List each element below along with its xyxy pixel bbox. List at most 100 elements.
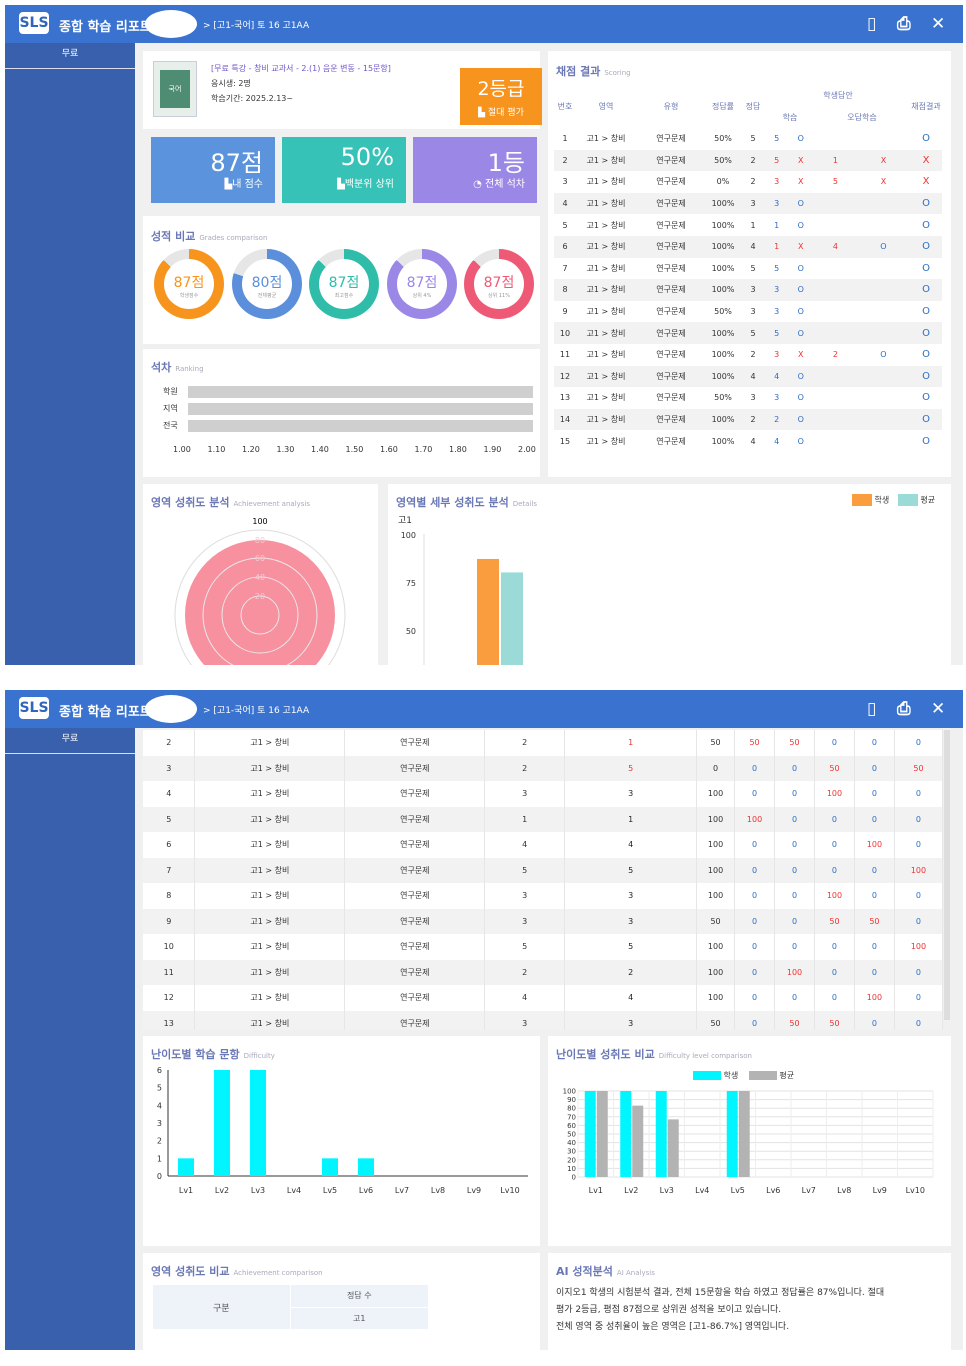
scoring-cell <box>814 258 857 280</box>
cmp-ytick: 90 <box>567 1096 576 1104</box>
table-cell: 50 <box>814 755 855 781</box>
scoring-cell: 50% <box>714 393 732 403</box>
scoring-cell: 4 <box>814 235 857 258</box>
scoring-cell: 연구문제 <box>636 279 706 301</box>
rank-tick: 1.80 <box>449 445 467 454</box>
table-cell: 연구문제 <box>344 755 486 781</box>
scoring-cell: X <box>797 177 804 187</box>
table-row: 4 고1 > 창비 연구문제 3 3 100 0 0 100 0 0 <box>143 781 943 807</box>
scoring-card: 채점 결과 Scoring 번호 영역 유형 정답률 정답 학생답안 채점결과 학… <box>548 51 951 477</box>
radar-tick-80: 80 <box>255 536 265 545</box>
cmp-ytick: 70 <box>567 1113 576 1121</box>
sls-logo: SLS <box>19 12 49 34</box>
table-cell: 4 <box>564 985 698 1011</box>
app-title: 종합 학습 리포트 <box>59 705 152 720</box>
cmp-ytick: 20 <box>567 1156 576 1164</box>
ring-top4: 87점 상위 4% <box>387 249 457 319</box>
name-mask <box>145 695 197 723</box>
table-cell: 0 <box>854 730 895 756</box>
rank-tick: 1.00 <box>173 445 191 454</box>
question-analysis-table: 2 고1 > 창비 연구문제 2 1 50 50 50 0 0 0 3 고1 > 창비 연구문제 2 5 0 0 0… <box>143 730 943 1030</box>
percentile-box: 50% ▙백분위 상위 <box>282 137 406 203</box>
table-cell: 3 <box>484 1010 566 1030</box>
detail-achievement-title: 영역별 세부 성취도 분석 Details <box>396 496 537 509</box>
scoring-cell: 고1 > 창비 <box>586 220 626 230</box>
scoring-cell: 고1 > 창비 <box>576 235 636 258</box>
scoring-cell: 고1 > 창비 <box>586 436 626 446</box>
table-cell: 고1 > 창비 <box>194 883 346 909</box>
table-cell: 0 <box>774 934 815 960</box>
table-scrollbar[interactable] <box>944 730 950 1020</box>
book-thumbnail: 국어 <box>153 61 197 117</box>
scoring-cell: 2 <box>554 149 576 172</box>
scoring-cell <box>856 192 910 215</box>
table-cell: 0 <box>854 883 895 909</box>
difficulty-ytick: 0 <box>157 1172 162 1181</box>
cmp-ytick: 80 <box>567 1105 576 1113</box>
sidebar-tab-free[interactable]: 무료 <box>5 728 135 754</box>
difficulty-xtick: Lv5 <box>323 1186 337 1195</box>
scoring-row: 12 고1 > 창비 연구문제 100% 4 4 O O <box>554 365 942 388</box>
scoring-cell: O <box>922 219 930 231</box>
scoring-cell: 2 <box>750 350 756 360</box>
table-cell: 고1 > 창비 <box>194 959 346 985</box>
scoring-cell: 15 <box>559 436 571 446</box>
scoring-cell: 100% <box>706 279 740 301</box>
cmp-xtick: Lv5 <box>731 1186 745 1195</box>
scoring-cell: 0% <box>716 177 730 187</box>
table-cell: 100 <box>734 806 776 832</box>
grade-badge: 2등급 ▙ 절대 평가 <box>460 68 542 125</box>
top-bar: SLS 종합 학습 리포트 > [고1-국어] 토 16 고1AA ▯ ⎙ ✕ <box>5 690 963 728</box>
table-cell: 고1 > 창비 <box>194 934 346 960</box>
table-cell: 100 <box>894 857 943 883</box>
rank-row-nation: 전국 <box>163 421 178 430</box>
sidebar-tab-free[interactable]: 무료 <box>5 43 135 69</box>
ring-average: 80점 전체평균 <box>232 249 302 319</box>
scoring-row: 8 고1 > 창비 연구문제 100% 3 3 O O <box>554 279 942 301</box>
table-cell: 100 <box>814 781 855 807</box>
scoring-cell: 4 <box>740 365 766 388</box>
cmp-bar-average <box>596 1091 608 1177</box>
scoring-cell: 5 <box>774 263 780 273</box>
scoring-cell: 연구문제 <box>636 322 706 344</box>
table-cell: 50 <box>894 755 943 781</box>
table-cell: 0 <box>894 832 943 858</box>
report-screen-bottom: SLS 종합 학습 리포트 > [고1-국어] 토 16 고1AA ▯ ⎙ ✕ … <box>5 690 963 1350</box>
print-icon[interactable]: ⎙ <box>897 14 911 34</box>
diffcmp-legend: 학생 평균 <box>693 1070 794 1081</box>
table-cell: 0 <box>814 934 855 960</box>
close-icon[interactable]: ✕ <box>931 699 946 719</box>
rank-row-region: 지역 <box>163 404 178 413</box>
report-screen-top: SLS 종합 학습 리포트 > [고1-국어] 토 16 고1AA ▯ ⎙ ✕ … <box>5 5 963 665</box>
table-cell: 9 <box>143 908 196 934</box>
rank-box: 1등 ◔ 전체 석차 <box>413 137 537 203</box>
table-cell: 0 <box>734 883 776 909</box>
table-cell: 50 <box>814 1010 855 1030</box>
table-cell: 0 <box>814 857 855 883</box>
cmp-xtick: Lv1 <box>589 1186 603 1195</box>
table-cell: 0 <box>894 959 943 985</box>
table-cell: 3 <box>564 1010 698 1030</box>
print-icon[interactable]: ⎙ <box>897 699 911 719</box>
table-cell: 13 <box>143 1010 196 1030</box>
mobile-icon[interactable]: ▯ <box>867 699 877 719</box>
cmp-xtick: Lv8 <box>837 1186 851 1195</box>
close-icon[interactable]: ✕ <box>931 14 946 34</box>
table-cell: 11 <box>143 959 196 985</box>
scoring-cell <box>856 365 910 388</box>
table-cell: 연구문제 <box>344 883 486 909</box>
table-row: 7 고1 > 창비 연구문제 5 5 100 0 0 0 0 100 <box>143 857 943 883</box>
mobile-icon[interactable]: ▯ <box>867 14 877 34</box>
scoring-cell: O <box>797 393 804 403</box>
scoring-row: 5 고1 > 창비 연구문제 100% 1 1 O O <box>554 214 942 236</box>
chart-icon: ▙ <box>224 179 233 190</box>
table-row: 3 고1 > 창비 연구문제 2 5 0 0 0 50 0 50 <box>143 755 943 781</box>
scoring-cell: X <box>787 149 814 172</box>
scoring-cell: 2 <box>766 408 788 431</box>
scoring-cell: 14 <box>554 408 576 431</box>
table-cell: 0 <box>854 934 895 960</box>
table-cell: 4 <box>143 781 196 807</box>
study-period: 학습기간: 2025.2.13~ <box>211 94 294 103</box>
scoring-cell: 연구문제 <box>656 220 686 230</box>
cmp-ytick: 60 <box>567 1122 576 1130</box>
